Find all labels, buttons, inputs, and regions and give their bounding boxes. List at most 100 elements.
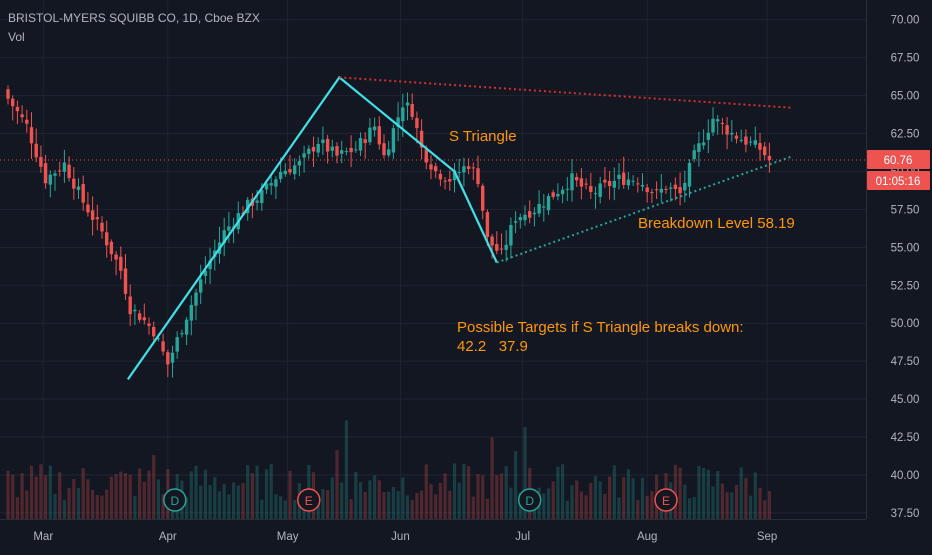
volume-bar <box>105 489 109 519</box>
candle-body <box>180 333 184 335</box>
candle-body <box>20 114 24 118</box>
candle-body <box>15 106 20 112</box>
targets-values: 42.2 37.9 <box>457 338 528 355</box>
volume-bar <box>354 471 358 519</box>
volume-bar <box>617 497 621 519</box>
candle-body <box>170 352 175 363</box>
candle-body <box>664 188 668 190</box>
candle-body <box>452 170 457 181</box>
volume-bar <box>86 479 90 519</box>
volume-bar <box>377 480 381 519</box>
candle-body <box>753 140 757 145</box>
volume-bar <box>622 477 626 519</box>
chart-title: BRISTOL-MYERS SQUIBB CO, 1D, Cboe BZX <box>8 11 260 25</box>
volume-bar <box>725 492 729 519</box>
volume-bar <box>382 492 386 519</box>
volume-bar <box>636 499 640 519</box>
candle-body <box>119 256 123 271</box>
volume-bar <box>358 482 363 519</box>
candle-body <box>297 160 302 166</box>
volume-bar <box>255 465 259 519</box>
volume-bar <box>138 468 142 519</box>
countdown-tag <box>867 170 930 190</box>
candle-body <box>429 164 433 170</box>
price-labels: 60.76 01:05:16 <box>867 149 930 190</box>
candle-body <box>570 173 574 191</box>
earnings-marker[interactable]: E <box>654 488 678 512</box>
candle-body <box>321 139 325 144</box>
volume-bar <box>626 469 630 519</box>
volume-bar <box>706 469 710 519</box>
volume-bar <box>114 474 118 519</box>
dividend-marker[interactable]: D <box>163 488 187 512</box>
volume-bar <box>462 463 466 519</box>
candle-body <box>589 186 593 193</box>
volume-label: Vol <box>8 30 25 44</box>
volume-bar <box>274 494 278 519</box>
volume-bar <box>232 482 236 519</box>
candle-body <box>504 244 508 250</box>
candle-body <box>128 296 132 315</box>
candle-body <box>466 166 471 169</box>
pattern-label: S Triangle <box>449 128 517 145</box>
candle-body <box>156 338 161 340</box>
volume-bar <box>81 468 85 519</box>
candle-body <box>382 143 386 156</box>
candle-body <box>448 179 452 182</box>
s-triangle-pattern-line <box>126 75 498 381</box>
volume-bar <box>387 491 391 519</box>
candle-body <box>650 192 654 194</box>
candle-body <box>302 153 306 158</box>
candle-body <box>607 180 612 187</box>
volume-bar <box>34 476 38 519</box>
candle-body <box>434 166 438 172</box>
candle-body <box>659 188 663 193</box>
grid <box>0 0 866 519</box>
candle-body <box>152 326 156 337</box>
candle-body <box>147 323 151 326</box>
candle-body <box>11 98 15 107</box>
time-axis-bg <box>0 519 932 550</box>
event-circle <box>297 488 321 512</box>
candle-body <box>344 151 349 153</box>
last-price-tag <box>867 149 930 169</box>
volume-bar <box>744 477 748 519</box>
candle-body <box>692 150 696 160</box>
volume-bar <box>673 464 677 519</box>
volume-bar <box>490 437 494 519</box>
candle-body <box>481 185 485 211</box>
volume-bar <box>222 484 226 519</box>
volume-bar <box>476 474 480 519</box>
volume-bar <box>565 500 569 519</box>
time-axis[interactable]: Mar Apr May Jun Jul Aug Sep <box>0 519 932 550</box>
candle-body <box>654 189 659 191</box>
volume-bar <box>62 500 66 519</box>
candle-body <box>269 183 273 186</box>
y-tick-label: 62.50 <box>891 129 920 141</box>
earnings-marker[interactable]: E <box>297 488 321 512</box>
candle-body <box>109 241 114 255</box>
y-tick-label: 40.00 <box>891 470 920 482</box>
candle-body <box>490 236 494 246</box>
volume-bar <box>349 499 353 519</box>
dividend-marker[interactable]: D <box>517 488 542 512</box>
targets-label: Possible Targets if S Triangle breaks do… <box>457 319 744 336</box>
volume-bar <box>702 467 706 519</box>
volume-bar <box>44 475 48 519</box>
x-tick-label: Apr <box>159 531 177 543</box>
candle-body <box>260 190 264 203</box>
candle-body <box>335 146 339 156</box>
candle-body <box>53 173 57 176</box>
volume-bar <box>288 470 292 519</box>
event-letter: D <box>525 494 534 508</box>
candle-body <box>565 188 569 190</box>
candle-body <box>264 183 269 190</box>
candle-body <box>556 193 560 197</box>
volume-bar <box>344 420 348 519</box>
volume-bar <box>678 467 682 519</box>
volume-bar <box>452 463 457 519</box>
price-axis[interactable]: 70.0067.5065.0062.5060.0057.5055.0052.50… <box>866 0 932 550</box>
volume-bar <box>199 485 203 519</box>
